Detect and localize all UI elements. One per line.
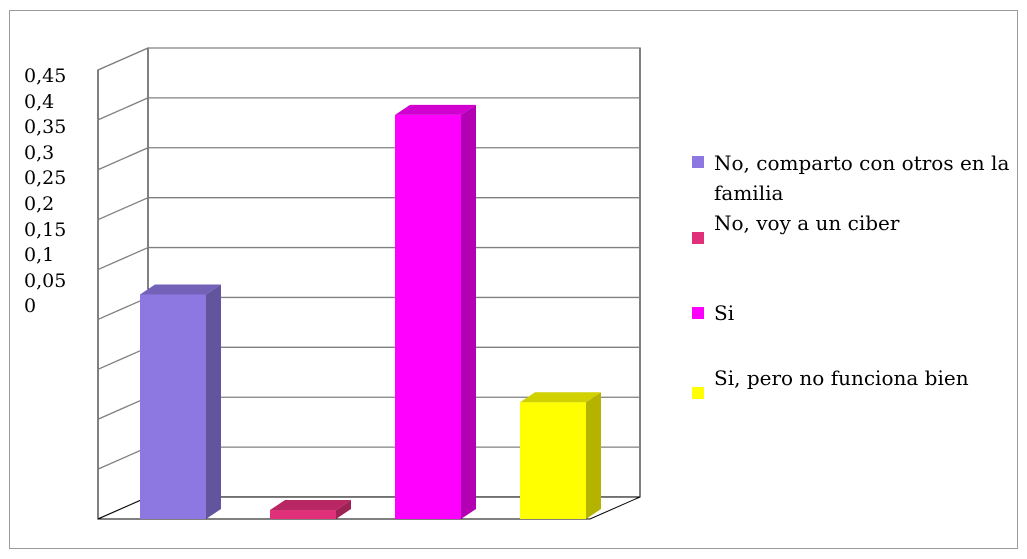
y-tick-label: 0,2 (24, 192, 55, 215)
legend-swatch (692, 387, 704, 399)
y-tick-label: 0,4 (24, 90, 55, 113)
bar-side (336, 500, 351, 519)
bar (140, 294, 206, 519)
bar-side (206, 284, 221, 519)
gridline-side (97, 296, 149, 321)
legend-swatch (692, 232, 704, 244)
bar (270, 510, 336, 519)
y-tick-label: 0,1 (24, 244, 55, 267)
bar-top (395, 104, 476, 115)
y-tick-label: 0 (24, 295, 37, 318)
y-tick-label: 0,25 (24, 167, 67, 190)
bar-top (520, 392, 601, 403)
gridline-side (97, 47, 149, 71)
legend-swatch (692, 156, 704, 168)
y-axis-tick-labels: 0,45 0,4 0,35 0,3 0,25 0,2 0,15 0,1 0,05… (24, 64, 66, 320)
gridline-side (97, 246, 149, 271)
gridline-side (97, 446, 149, 470)
y-tick-label: 0,45 (24, 65, 67, 87)
y-tick-label: 0,3 (24, 141, 55, 164)
bar-top (270, 500, 351, 511)
bar-top (140, 284, 221, 295)
gridline-side (97, 346, 149, 370)
bar (520, 402, 586, 519)
y-tick-label: 0,35 (24, 116, 67, 139)
legend-swatch (692, 307, 704, 319)
gridline-side (97, 97, 149, 121)
legend-label: No, voy a un ciber (714, 211, 900, 235)
gridline-side (97, 197, 149, 221)
bar-side (461, 104, 476, 520)
y-tick-label: 0,15 (24, 218, 67, 241)
legend-label: Si, pero no funciona bien (714, 366, 969, 390)
gridline-side (97, 147, 149, 171)
y-tick-label: 0,05 (24, 269, 67, 292)
legend-label: Si (714, 301, 735, 325)
legend-label: No, comparto con otros en la familia (714, 151, 1010, 205)
bar-side (586, 392, 601, 519)
gridline-side (97, 396, 149, 420)
bar (395, 114, 461, 520)
